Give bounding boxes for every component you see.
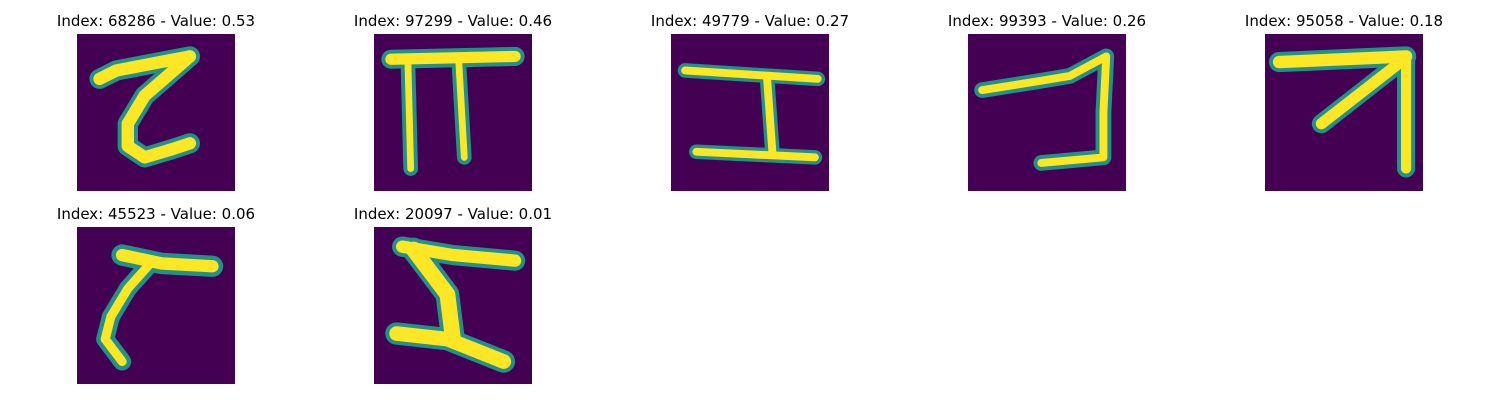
glyph-image — [1265, 34, 1423, 191]
glyph-image — [374, 34, 532, 191]
panel-6: Index: 45523 - Value: 0.06 — [6, 193, 306, 383]
glyph-image — [77, 34, 235, 191]
glyph-image — [968, 34, 1126, 191]
panel-title: Index: 68286 - Value: 0.53 — [6, 12, 306, 30]
glyph-image — [374, 227, 532, 384]
panel-3: Index: 49779 - Value: 0.27 — [600, 0, 900, 190]
panel-title: Index: 95058 - Value: 0.18 — [1194, 12, 1494, 30]
panel-1: Index: 68286 - Value: 0.53 — [6, 0, 306, 190]
glyph-image — [671, 34, 829, 191]
glyph-image — [77, 227, 235, 384]
panel-title: Index: 97299 - Value: 0.46 — [303, 12, 603, 30]
panel-4: Index: 99393 - Value: 0.26 — [897, 0, 1197, 190]
panel-title: Index: 20097 - Value: 0.01 — [303, 205, 603, 223]
panel-title: Index: 45523 - Value: 0.06 — [6, 205, 306, 223]
panel-title: Index: 49779 - Value: 0.27 — [600, 12, 900, 30]
panel-5: Index: 95058 - Value: 0.18 — [1194, 0, 1494, 190]
panel-2: Index: 97299 - Value: 0.46 — [303, 0, 603, 190]
panel-title: Index: 99393 - Value: 0.26 — [897, 12, 1197, 30]
panel-7: Index: 20097 - Value: 0.01 — [303, 193, 603, 383]
